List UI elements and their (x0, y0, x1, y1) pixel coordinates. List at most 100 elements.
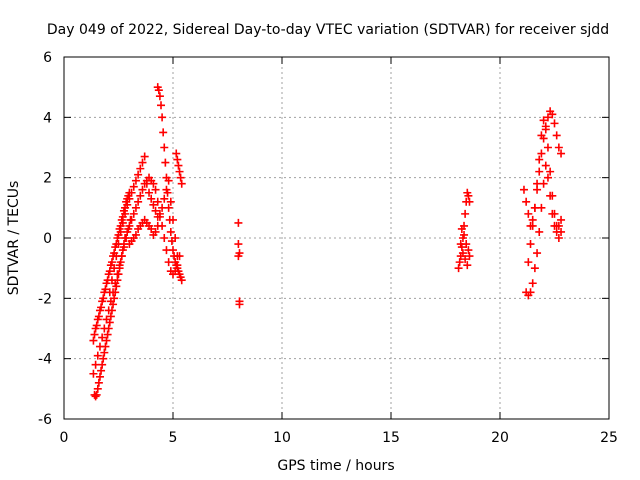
data-point-sat-k (519, 185, 528, 194)
data-point-sat-d (145, 188, 154, 197)
data-point-sat-k (543, 113, 552, 122)
data-point-sat-f (151, 227, 160, 236)
data-point-sat-g (158, 113, 167, 122)
data-point-sat-c (102, 315, 111, 324)
data-point-sat-k (557, 149, 566, 158)
data-point-sat-m (530, 203, 539, 212)
data-point-sat-g (155, 92, 164, 101)
data-point-sat-e (131, 203, 140, 212)
data-point-sat-m (537, 131, 546, 140)
y-tick-label: 6 (43, 50, 52, 66)
data-point-sat-j (461, 209, 470, 218)
data-point-sat-d (121, 209, 130, 218)
data-point-sat-m (550, 209, 559, 218)
data-point-sat-h (177, 179, 186, 188)
data-point-sat-a (107, 258, 116, 267)
tick-labels: 0 5 10 15 20 25 -6 -4 -2 0 2 4 6 (38, 50, 618, 446)
data-point-sat-b (97, 366, 106, 375)
data-point-sat-d (114, 240, 123, 249)
data-point-sat-i (234, 240, 243, 249)
x-tick-label: 0 (60, 430, 69, 446)
data-point-sat-g (166, 227, 175, 236)
data-point-sat-g (169, 246, 177, 255)
data-point-sat-d (107, 276, 116, 285)
data-point-sat-d (149, 200, 158, 209)
data-point-sat-e (160, 234, 169, 242)
data-point-sat-d (112, 252, 121, 261)
data-point-sat-k (535, 167, 544, 176)
data-point-sat-k (524, 209, 533, 218)
data-point-sat-k (522, 197, 531, 206)
data-point-sat-k (537, 149, 546, 158)
data-point-sat-l (526, 288, 535, 297)
data-point-sat-c (89, 369, 98, 378)
data-point-sat-d (129, 182, 138, 191)
data-point-sat-m (535, 155, 544, 164)
data-point-sat-g (159, 128, 168, 137)
data-point-sat-m (557, 227, 566, 236)
data-point-sat-j (461, 255, 470, 264)
data-point-sat-d (125, 194, 134, 203)
data-point-sat-g (167, 237, 176, 246)
data-point-sat-e (136, 191, 145, 200)
data-points (89, 83, 566, 401)
x-tick-label: 15 (382, 430, 400, 446)
data-point-sat-l (530, 264, 539, 273)
x-tick-label: 20 (491, 430, 509, 446)
data-point-sat-g (170, 252, 179, 261)
x-tick-label: 25 (600, 430, 618, 446)
data-point-sat-e (138, 185, 147, 194)
data-point-sat-a (90, 330, 99, 339)
data-point-sat-b (95, 372, 104, 381)
data-point-sat-c (93, 351, 102, 360)
data-point-sat-h (176, 173, 185, 182)
data-point-sat-c (122, 234, 131, 242)
data-point-sat-d (105, 288, 114, 297)
data-point-sat-j (465, 197, 474, 206)
x-tick-label: 10 (273, 430, 291, 446)
data-point-sat-d (127, 188, 136, 197)
data-point-sat-e (151, 185, 160, 194)
data-point-sat-f (166, 197, 175, 206)
data-point-sat-g (162, 173, 171, 182)
data-point-sat-c (113, 270, 122, 279)
data-point-sat-f (147, 224, 156, 233)
data-point-sat-a (105, 267, 114, 276)
data-point-sat-c (98, 333, 107, 342)
data-point-sat-g (160, 143, 169, 152)
data-point-sat-l (541, 161, 550, 170)
data-point-sat-a (101, 285, 110, 294)
data-point-sat-m (533, 179, 542, 188)
data-point-sat-d (131, 176, 140, 185)
data-point-sat-m (528, 221, 537, 230)
data-point-sat-d (110, 264, 119, 273)
data-point-sat-l (533, 249, 542, 258)
data-point-sat-j (454, 264, 463, 273)
data-point-sat-b (103, 330, 112, 339)
data-point-sat-a (89, 336, 98, 345)
data-point-sat-g (157, 101, 166, 110)
data-point-sat-b (99, 354, 108, 363)
x-tick-label: 5 (169, 430, 178, 446)
data-point-sat-j (460, 230, 469, 239)
data-point-sat-c (106, 297, 115, 306)
data-point-sat-h (175, 167, 184, 176)
data-point-sat-e (153, 197, 162, 206)
y-axis-label: SDTVAR / TECUs (6, 181, 22, 296)
data-point-sat-g (161, 158, 170, 167)
data-point-sat-j (455, 258, 464, 267)
x-axis-label: GPS time / hours (277, 458, 394, 474)
data-point-sat-e (134, 197, 143, 206)
data-point-sat-j (457, 224, 466, 233)
data-point-sat-b (92, 390, 101, 399)
data-point-sat-i (235, 249, 244, 258)
data-point-sat-g (154, 86, 163, 95)
data-point-sat-m (546, 167, 555, 176)
data-point-sat-f (160, 194, 169, 203)
data-point-sat-b (100, 348, 109, 357)
data-point-sat-m (552, 221, 561, 230)
data-point-sat-g (177, 276, 186, 285)
data-point-sat-i (235, 300, 244, 309)
y-tick-label: -2 (38, 291, 52, 307)
